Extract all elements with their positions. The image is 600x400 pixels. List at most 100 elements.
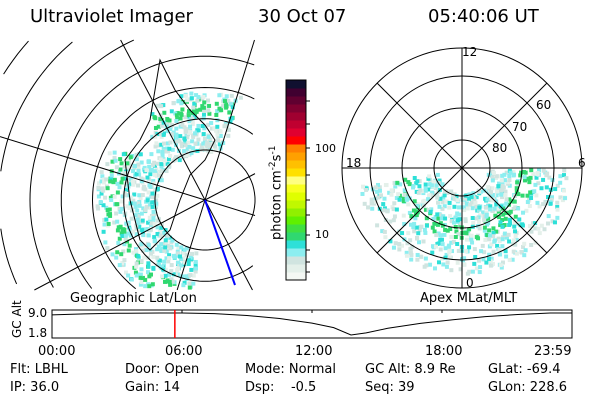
aurora-pixel <box>465 206 470 211</box>
aurora-pixel <box>443 216 448 221</box>
aurora-pixel <box>467 192 472 197</box>
mlt-12: 12 <box>462 45 478 59</box>
y-axis-label: GC Alt <box>10 300 24 338</box>
aurora-pixel <box>186 262 191 267</box>
aurora-pixel <box>449 219 454 224</box>
aurora-pixel <box>151 265 156 270</box>
aurora-pixel <box>482 250 487 255</box>
aurora-pixel <box>402 188 407 193</box>
aurora-pixel <box>505 180 510 185</box>
meridian-line <box>34 199 206 291</box>
aurora-pixel <box>123 237 128 242</box>
aurora-pixel <box>184 98 189 103</box>
aurora-pixel <box>437 204 442 209</box>
colorbar-swatch <box>286 104 306 113</box>
aurora-pixel <box>480 243 485 248</box>
aurora-pixel <box>455 198 460 203</box>
aurora-pixel <box>192 102 197 107</box>
aurora-pixel <box>207 111 212 116</box>
aurora-pixel <box>470 216 475 221</box>
aurora-pixel <box>501 185 506 190</box>
aurora-pixel <box>166 233 171 238</box>
aurora-pixel <box>180 274 185 279</box>
aurora-pixel <box>190 139 195 144</box>
aurora-pixel <box>165 141 170 146</box>
aurora-pixel <box>562 168 567 173</box>
aurora-pixel <box>487 237 492 242</box>
aurora-pixel <box>161 103 166 108</box>
aurora-pixel <box>120 260 125 265</box>
aurora-pixel <box>404 194 409 199</box>
aurora-pixel <box>165 122 170 127</box>
aurora-pixel <box>544 201 549 206</box>
aurora-pixel <box>433 215 438 220</box>
meridian-line <box>204 39 255 201</box>
aurora-pixel <box>428 262 433 267</box>
aurora-pixel <box>548 187 553 192</box>
aurora-pixel <box>489 242 494 247</box>
colorbar-swatch <box>286 88 306 97</box>
aurora-pixel <box>542 227 547 232</box>
aurora-pixel <box>155 161 160 166</box>
latitude-circle <box>91 86 255 290</box>
aurora-pixel <box>536 226 541 231</box>
aurora-pixel <box>453 234 458 239</box>
aurora-pixel <box>490 186 495 191</box>
meridian-line <box>0 136 206 201</box>
aurora-pixel <box>529 168 534 173</box>
aurora-pixel <box>484 260 489 265</box>
status-field: GLon: 228.6 <box>488 380 568 395</box>
aurora-pixel <box>153 125 158 130</box>
aurora-pixel <box>432 221 437 226</box>
aurora-pixel <box>449 268 454 273</box>
aurora-pixel <box>476 258 481 263</box>
aurora-pixel <box>536 181 541 186</box>
aurora-pixel <box>441 214 446 219</box>
colorbar-swatch <box>286 144 306 153</box>
aurora-pixel <box>512 238 517 243</box>
aurora-pixel <box>116 225 121 230</box>
aurora-pixel <box>105 186 110 191</box>
aurora-pixel <box>444 199 449 204</box>
aurora-pixel <box>360 191 365 196</box>
aurora-pixel <box>139 259 144 264</box>
aurora-pixel <box>481 210 486 215</box>
aurora-pixel <box>226 133 231 138</box>
coastline <box>124 58 216 251</box>
aurora-pixel <box>136 183 141 188</box>
aurora-pixel <box>465 237 470 242</box>
colorbar-swatch <box>286 256 306 265</box>
aurora-pixel <box>164 249 169 254</box>
aurora-pixel <box>145 227 150 232</box>
aurora-pixel <box>508 209 513 214</box>
aurora-pixel <box>389 192 394 197</box>
aurora-pixel <box>503 249 508 254</box>
aurora-pixel <box>158 131 163 136</box>
aurora-pixel <box>146 190 151 195</box>
aurora-pixel <box>470 269 475 274</box>
aurora-pixel <box>384 183 389 188</box>
aurora-pixel <box>120 233 125 238</box>
aurora-pixel <box>170 279 175 284</box>
aurora-pixel <box>440 200 445 205</box>
aurora-pixel <box>416 190 421 195</box>
aurora-pixel <box>127 243 132 248</box>
aurora-pixel <box>370 206 375 211</box>
aurora-pixel <box>134 157 139 162</box>
aurora-pixel <box>414 189 419 194</box>
aurora-pixel <box>100 186 105 191</box>
aurora-pixel <box>133 213 138 218</box>
aurora-pixel <box>377 188 382 193</box>
aurora-pixel <box>126 167 131 172</box>
aurora-pixel <box>183 130 188 135</box>
colorbar-swatch <box>286 216 306 225</box>
aurora-pixel <box>534 175 539 180</box>
aurora-pixel <box>507 197 512 202</box>
aurora-pixel <box>98 199 103 204</box>
aurora-pixel <box>506 232 511 237</box>
aurora-pixel <box>175 266 180 271</box>
aurora-pixel <box>449 240 454 245</box>
aurora-pixel <box>140 218 145 223</box>
aurora-pixel <box>113 158 118 163</box>
aurora-pixel <box>431 245 436 250</box>
